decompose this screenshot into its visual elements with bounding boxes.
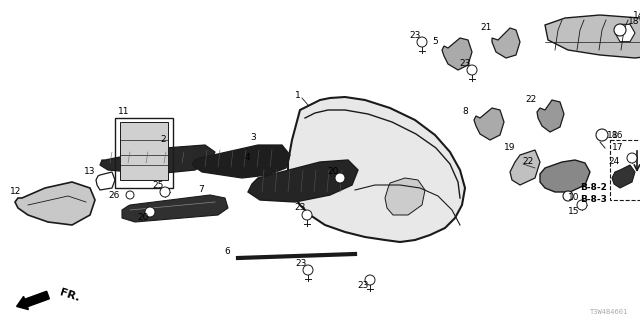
Text: 10: 10: [568, 194, 579, 203]
Bar: [115, 118, 173, 188]
Text: 3: 3: [250, 133, 256, 142]
Text: 26: 26: [108, 191, 120, 201]
Polygon shape: [492, 28, 520, 58]
Polygon shape: [15, 182, 95, 225]
Circle shape: [596, 129, 608, 141]
Text: 5: 5: [432, 37, 438, 46]
Text: 12: 12: [10, 188, 21, 196]
Text: 23: 23: [295, 259, 307, 268]
FancyArrow shape: [17, 291, 49, 309]
Polygon shape: [248, 160, 358, 202]
Text: 16: 16: [612, 131, 623, 140]
Polygon shape: [510, 150, 540, 185]
Polygon shape: [100, 145, 215, 174]
Polygon shape: [545, 15, 640, 58]
Text: 13: 13: [84, 167, 95, 177]
Text: 14: 14: [633, 11, 640, 20]
Circle shape: [145, 207, 155, 217]
Circle shape: [335, 173, 345, 183]
Text: 2: 2: [160, 135, 166, 145]
Polygon shape: [612, 165, 635, 188]
Text: 18: 18: [607, 131, 618, 140]
Circle shape: [365, 275, 375, 285]
Polygon shape: [192, 145, 290, 178]
Text: 23: 23: [409, 30, 420, 39]
Text: 19: 19: [504, 143, 515, 153]
Polygon shape: [540, 160, 590, 192]
Circle shape: [126, 191, 134, 199]
Text: 22: 22: [522, 157, 533, 166]
Polygon shape: [615, 24, 635, 42]
Text: 15: 15: [568, 207, 579, 217]
Circle shape: [577, 200, 587, 210]
Circle shape: [302, 210, 312, 220]
Text: 20: 20: [137, 213, 148, 222]
Bar: [610, 140, 640, 200]
Text: 21: 21: [480, 23, 492, 33]
Text: 23: 23: [294, 204, 305, 212]
Polygon shape: [442, 38, 472, 70]
Circle shape: [467, 65, 477, 75]
Circle shape: [160, 187, 170, 197]
Circle shape: [627, 153, 637, 163]
Text: 6: 6: [224, 247, 230, 257]
Text: 9: 9: [638, 18, 640, 27]
Text: 23: 23: [357, 281, 369, 290]
Text: 25: 25: [152, 181, 163, 190]
Polygon shape: [537, 100, 564, 132]
Text: 1: 1: [295, 91, 301, 100]
Circle shape: [303, 265, 313, 275]
Circle shape: [563, 191, 573, 201]
Text: FR.: FR.: [58, 287, 81, 303]
Text: 8: 8: [462, 108, 468, 116]
Text: 23: 23: [459, 59, 470, 68]
Text: 24: 24: [608, 157, 620, 166]
Polygon shape: [474, 108, 504, 140]
Circle shape: [417, 37, 427, 47]
Text: 4: 4: [245, 154, 251, 163]
Text: 18: 18: [628, 18, 639, 27]
Text: 22: 22: [525, 95, 536, 105]
Polygon shape: [288, 97, 465, 242]
Text: 20: 20: [327, 167, 339, 177]
Polygon shape: [385, 178, 425, 215]
Bar: [120, 122, 168, 180]
Text: B-8-2: B-8-2: [580, 183, 607, 193]
Text: 11: 11: [118, 108, 129, 116]
Circle shape: [614, 24, 626, 36]
Text: 7: 7: [198, 186, 204, 195]
Text: 17: 17: [612, 143, 623, 153]
Text: B-8-3: B-8-3: [580, 196, 607, 204]
Polygon shape: [122, 195, 228, 222]
Text: T3W4B4601: T3W4B4601: [589, 309, 628, 315]
